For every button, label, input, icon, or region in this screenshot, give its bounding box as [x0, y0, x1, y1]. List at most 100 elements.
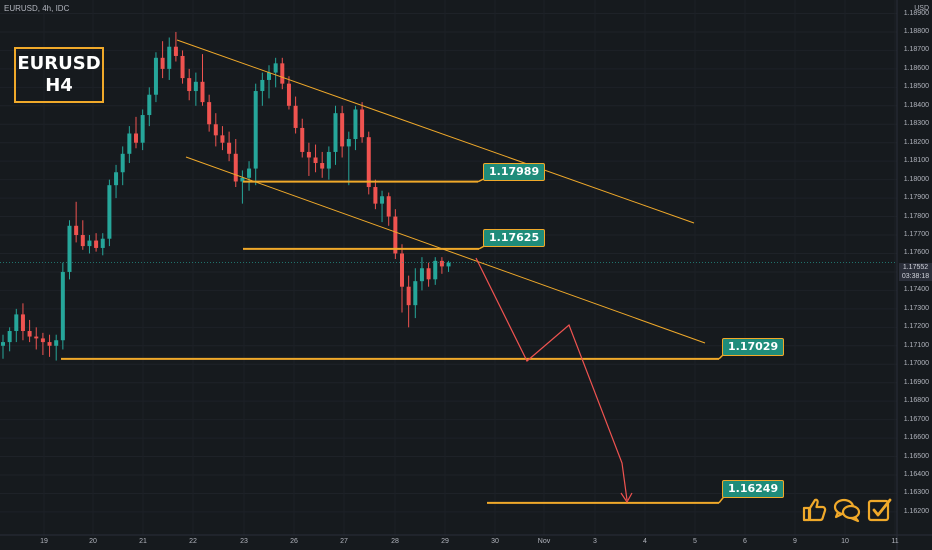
candle-body	[247, 168, 252, 178]
candle-body	[240, 177, 245, 182]
date-tick-label: 11	[891, 538, 899, 545]
candle	[253, 83, 258, 186]
channel-upper-line	[176, 39, 695, 224]
date-tick-label: 22	[189, 538, 197, 545]
price-tick-label: 1.17800	[903, 212, 929, 220]
price-tick-label: 1.18200	[903, 138, 929, 146]
candle	[300, 118, 305, 158]
candle	[187, 68, 192, 101]
candle-body	[267, 72, 271, 80]
candle-body	[80, 235, 85, 247]
candle-body	[386, 196, 391, 217]
candle	[340, 105, 345, 158]
candle	[419, 257, 424, 291]
candle	[40, 332, 45, 356]
date-tick-label: 20	[89, 538, 97, 545]
candle-body	[413, 281, 418, 306]
candle	[60, 262, 65, 350]
price-tick-label: 1.16800	[903, 397, 929, 405]
candle-body	[233, 153, 238, 182]
candle-body	[87, 240, 92, 247]
checkbox-icon[interactable]	[866, 496, 894, 524]
candle	[20, 303, 25, 341]
chat-bubbles-icon[interactable]	[832, 496, 862, 524]
price-tick-label: 1.16600	[903, 434, 929, 442]
candle	[400, 244, 404, 313]
candle-body	[107, 185, 112, 239]
candle	[27, 319, 32, 343]
candle	[273, 57, 278, 88]
candle-body	[160, 57, 165, 69]
candle	[439, 257, 444, 274]
candle	[67, 220, 72, 280]
candle-body	[213, 124, 218, 136]
candle-body	[127, 133, 132, 154]
candle-body	[400, 253, 404, 287]
candle	[373, 179, 378, 210]
candle-body	[406, 286, 411, 306]
candle-body	[280, 63, 285, 84]
candle-body	[47, 342, 52, 346]
candle	[200, 54, 205, 106]
candle-body	[14, 314, 19, 332]
candle	[114, 164, 119, 199]
candle	[353, 105, 358, 151]
candle	[406, 275, 411, 328]
candle	[147, 87, 152, 127]
candle-body	[74, 225, 79, 236]
price-tick-label: 1.18500	[903, 83, 929, 91]
candle	[446, 260, 451, 272]
candle-body	[253, 91, 258, 169]
price-tick-label: 1.17000	[903, 360, 929, 368]
currency-label: USD	[914, 5, 929, 12]
candle	[333, 105, 338, 165]
candle	[306, 142, 311, 176]
candle	[267, 65, 271, 99]
candle-body	[27, 331, 32, 337]
candle-body	[134, 133, 138, 143]
date-tick-label: 10	[841, 538, 849, 545]
candle-body	[100, 238, 105, 248]
candle	[313, 144, 318, 173]
price-tick-label: 1.18600	[903, 64, 929, 72]
candle	[393, 209, 398, 260]
candle-body	[306, 151, 311, 158]
candle	[366, 131, 371, 195]
price-tick-label: 1.16500	[903, 452, 929, 460]
date-tick-label: 29	[441, 538, 449, 545]
thumbs-up-icon[interactable]	[800, 496, 828, 524]
candle	[320, 151, 325, 178]
level-badge-4: 1.16249	[722, 480, 785, 498]
candle-body	[273, 63, 278, 73]
candle	[247, 161, 252, 191]
candle-body	[393, 216, 398, 254]
price-tick-label: 1.17900	[903, 194, 929, 202]
drawings	[0, 39, 897, 504]
projection-arrowhead	[620, 492, 633, 504]
price-tick-label: 1.18900	[903, 9, 929, 17]
candle	[360, 102, 365, 143]
candle-body	[167, 46, 172, 69]
projection-path	[475, 257, 628, 501]
candle	[1, 334, 5, 359]
candle	[213, 113, 218, 147]
price-tick-label: 1.17300	[903, 304, 929, 312]
price-tick-label: 1.17400	[903, 286, 929, 294]
candle	[107, 179, 112, 247]
candle-body	[326, 151, 331, 169]
candle-body	[439, 260, 444, 267]
reaction-icons	[800, 496, 894, 524]
candle-body	[120, 153, 125, 173]
candle	[54, 334, 59, 361]
candle-body	[380, 196, 385, 204]
candle	[280, 57, 285, 90]
date-tick-label: 30	[491, 538, 499, 545]
candle-body	[114, 172, 119, 186]
candle	[74, 201, 79, 243]
candle-body	[426, 268, 431, 280]
candle-body	[67, 225, 72, 272]
candle-body	[353, 109, 358, 140]
candle	[153, 52, 158, 103]
